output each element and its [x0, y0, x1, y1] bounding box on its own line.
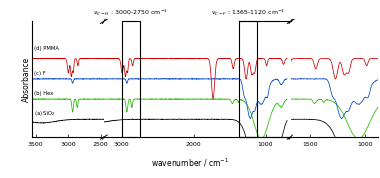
- Bar: [239, 21, 257, 137]
- Text: wavenumber / cm$^{-1}$: wavenumber / cm$^{-1}$: [151, 157, 229, 169]
- Text: (a) SiO$_2$: (a) SiO$_2$: [33, 109, 55, 117]
- Y-axis label: Absorbance: Absorbance: [22, 57, 31, 102]
- Bar: [122, 21, 140, 137]
- Text: (b) Hex: (b) Hex: [33, 91, 53, 96]
- Text: $\nu_{C-H}$ : 3000-2750 cm$^{-1}$: $\nu_{C-H}$ : 3000-2750 cm$^{-1}$: [93, 8, 168, 19]
- Text: (c) F: (c) F: [33, 71, 45, 76]
- Text: (d) PMMA: (d) PMMA: [33, 46, 59, 51]
- Text: $\nu_{C-F}$ : 1365-1120 cm$^{-1}$: $\nu_{C-F}$ : 1365-1120 cm$^{-1}$: [211, 8, 285, 19]
